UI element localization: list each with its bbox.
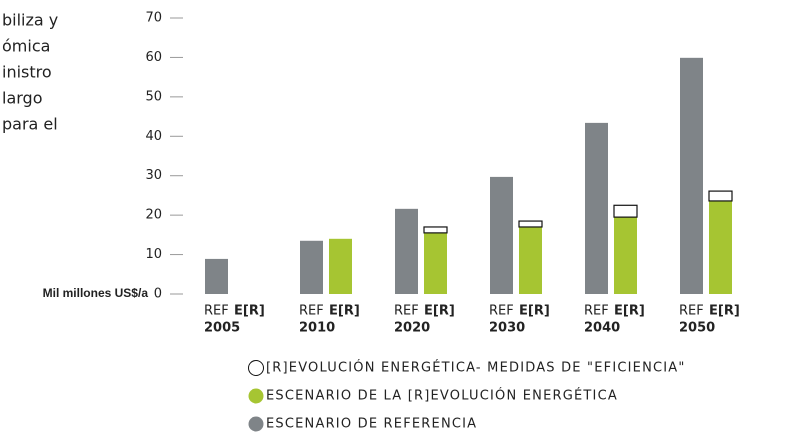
x-tick-label: 2050 [679, 321, 715, 336]
bar-label: E[R] [519, 304, 550, 319]
bar [708, 190, 733, 202]
x-tick-label: 2040 [584, 321, 620, 336]
bar [205, 258, 228, 294]
bar [614, 217, 637, 294]
side-text: ómica [2, 37, 50, 56]
bar [585, 122, 608, 294]
y-tick-label: 0 [154, 287, 162, 302]
legend-label: ESCENARIO DE REFERENCIA [266, 417, 477, 432]
side-text: para el [2, 115, 58, 134]
bar [423, 226, 448, 234]
bar-label: E[R] [614, 304, 645, 319]
bar-label: REF [394, 304, 419, 319]
y-axis-label: Mil millones US$/a [43, 286, 149, 300]
side-text: largo [2, 89, 43, 108]
bar-label: E[R] [329, 304, 360, 319]
y-tick-label: 10 [145, 247, 162, 262]
side-text: inistro [2, 63, 52, 82]
bar [709, 200, 732, 294]
legend-swatch [248, 416, 264, 432]
y-tick-label: 30 [145, 168, 162, 183]
bar-label: E[R] [424, 304, 455, 319]
bar-label: REF [679, 304, 704, 319]
side-text: biliza y [2, 11, 58, 30]
x-tick-label: 2030 [489, 321, 525, 336]
bar [300, 240, 323, 294]
y-tick-label: 50 [145, 89, 162, 104]
bar [613, 204, 638, 218]
bar [395, 208, 418, 294]
legend-label: ESCENARIO DE LA [R]EVOLUCIÓN ENERGÉTICA [266, 388, 618, 404]
bar [490, 176, 513, 294]
bar-label: E[R] [234, 304, 265, 319]
x-tick-label: 2010 [299, 321, 335, 336]
bar [329, 238, 352, 294]
legend-swatch [248, 360, 264, 376]
bar-label: REF [204, 304, 229, 319]
bar [424, 232, 447, 294]
bar [519, 226, 542, 294]
bar-label: REF [489, 304, 514, 319]
bar-label: E[R] [709, 304, 740, 319]
legend-label: [R]EVOLUCIÓN ENERGÉTICA- MEDIDAS DE "EFI… [266, 360, 686, 376]
y-tick-label: 70 [145, 11, 162, 26]
bar-label: REF [584, 304, 609, 319]
bar-label: REF [299, 304, 324, 319]
bar [680, 57, 703, 294]
y-tick-label: 60 [145, 50, 162, 65]
y-tick-label: 20 [145, 208, 162, 223]
bar [518, 220, 543, 228]
x-tick-label: 2005 [204, 321, 240, 336]
x-tick-label: 2020 [394, 321, 430, 336]
legend-swatch [248, 388, 264, 404]
y-tick-label: 40 [145, 129, 162, 144]
